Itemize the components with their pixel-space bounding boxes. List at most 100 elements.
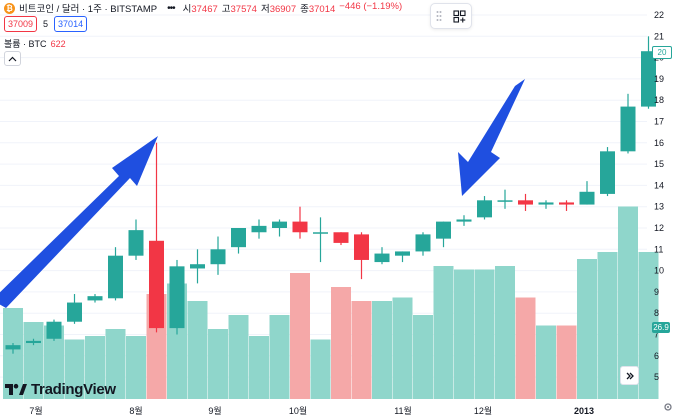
- candle-body: [67, 302, 82, 322]
- candle-body: [190, 264, 205, 269]
- chart-toolbar: [430, 3, 472, 29]
- close-value: 37014: [308, 4, 336, 15]
- candle-body: [641, 51, 656, 107]
- price-change: −446 (−1.19%): [339, 1, 403, 12]
- volume-bar: [536, 325, 556, 399]
- volume-bar: [331, 287, 351, 399]
- volume-bar: [351, 301, 372, 399]
- time-tick-label: 2013: [574, 406, 594, 416]
- collapse-legend-button[interactable]: [4, 51, 21, 66]
- time-tick-label: 8월: [129, 405, 142, 416]
- scroll-to-realtime-button[interactable]: [620, 366, 639, 385]
- annotation-layer: [0, 79, 525, 308]
- price-candles: [5, 36, 656, 354]
- candle-body: [333, 232, 349, 243]
- price-tick-label: 18: [654, 95, 664, 105]
- candle-body: [169, 266, 185, 329]
- chevron-up-icon: [8, 56, 17, 61]
- volume-bar: [105, 329, 126, 399]
- price-tick-label: 8: [654, 308, 659, 318]
- arrow-up-annotation: [0, 136, 158, 308]
- candle-body: [497, 200, 513, 202]
- ohlc-values: 시37467 고37574 저36907 종37014 −446 (−1.19%…: [183, 1, 403, 15]
- volume-bar: [290, 273, 310, 399]
- volume-bar: [85, 336, 105, 399]
- tradingview-logo-icon: [5, 383, 27, 395]
- low-value: 36907: [269, 4, 297, 15]
- buy-price-button[interactable]: 37014: [54, 16, 88, 32]
- add-object-icon[interactable]: [453, 9, 466, 23]
- volume-bar: [515, 297, 536, 399]
- volume-bar: [269, 315, 290, 399]
- price-tick-label: 14: [654, 180, 664, 190]
- candle-body: [538, 202, 554, 205]
- volume-legend: 볼륨 · BTC 622: [4, 37, 66, 50]
- time-tick-label: 12월: [474, 405, 492, 416]
- candle-body: [26, 340, 41, 344]
- sell-price-button[interactable]: 37009: [4, 16, 38, 32]
- low-key: 저: [260, 4, 270, 15]
- price-axis: 5678910111213141516171819202122: [654, 10, 664, 382]
- volume-bar: [126, 336, 146, 399]
- high-value: 37574: [230, 4, 257, 15]
- candle-body: [436, 221, 451, 239]
- chart-grid: [0, 14, 647, 378]
- tradingview-logo-text: TradingView: [31, 381, 116, 398]
- symbol-title[interactable]: 비트코인 / 달러 · 1주 · BITSTAMP: [19, 4, 158, 15]
- price-tick-label: 13: [654, 202, 664, 212]
- price-tick-label: 17: [654, 117, 664, 127]
- volume-bar: [44, 325, 64, 399]
- candle-body: [313, 232, 328, 234]
- volume-bar: [372, 301, 392, 399]
- price-tick-label: 22: [654, 10, 664, 20]
- volume-bar: [495, 266, 515, 399]
- volume-bar: [310, 339, 331, 399]
- volume-bar: [208, 329, 228, 399]
- gear-icon[interactable]: [663, 402, 673, 412]
- bid-ask-panel: 37009 5 37014: [4, 16, 88, 32]
- volume-bar: [433, 266, 454, 399]
- price-tick-label: 19: [654, 74, 664, 84]
- volume-bars: [3, 206, 659, 399]
- volume-bar: [64, 339, 85, 399]
- candle-body: [128, 230, 144, 256]
- time-axis: 7월 8월 9월 10월 11월 12월 2013: [29, 405, 594, 416]
- volume-bar: [577, 259, 597, 399]
- candle-body: [231, 228, 246, 248]
- symbol-legend: ₿ 비트코인 / 달러 · 1주 · BITSTAMP ••• 시37467 고…: [4, 1, 402, 15]
- candle-body: [415, 234, 431, 252]
- time-tick-label: 10월: [289, 405, 307, 416]
- volume-value: 622: [50, 38, 66, 49]
- candle-body: [108, 255, 123, 299]
- volume-bar: [556, 325, 577, 399]
- volume-bar: [618, 206, 638, 399]
- candle-body: [456, 219, 472, 222]
- volume-bar: [413, 315, 433, 399]
- volume-bar: [249, 336, 269, 399]
- candle-body: [354, 234, 369, 260]
- candle-body: [559, 202, 574, 205]
- drag-handle-icon[interactable]: [436, 10, 442, 22]
- price-tick-label: 12: [654, 223, 664, 233]
- candle-body: [395, 251, 410, 256]
- volume-bar: [474, 269, 495, 399]
- candle-body: [600, 151, 615, 194]
- price-tick-label: 15: [654, 159, 664, 169]
- tradingview-logo[interactable]: TradingView: [5, 381, 116, 398]
- high-key: 고: [221, 4, 231, 15]
- volume-bar: [392, 297, 413, 399]
- more-options-button[interactable]: •••: [167, 2, 175, 14]
- close-key: 종: [300, 4, 309, 15]
- time-tick-label: 9월: [208, 405, 221, 416]
- price-tick-label: 16: [654, 138, 664, 148]
- price-tick-label: 7: [654, 330, 659, 340]
- candle-body: [477, 200, 492, 218]
- candle-body: [210, 249, 226, 265]
- spread-value: 5: [43, 19, 49, 29]
- volume-bar: [228, 315, 249, 399]
- time-tick-label: 7월: [29, 405, 42, 416]
- time-tick-label: 11월: [394, 405, 412, 416]
- candle-body: [5, 345, 21, 350]
- candle-body: [149, 240, 164, 329]
